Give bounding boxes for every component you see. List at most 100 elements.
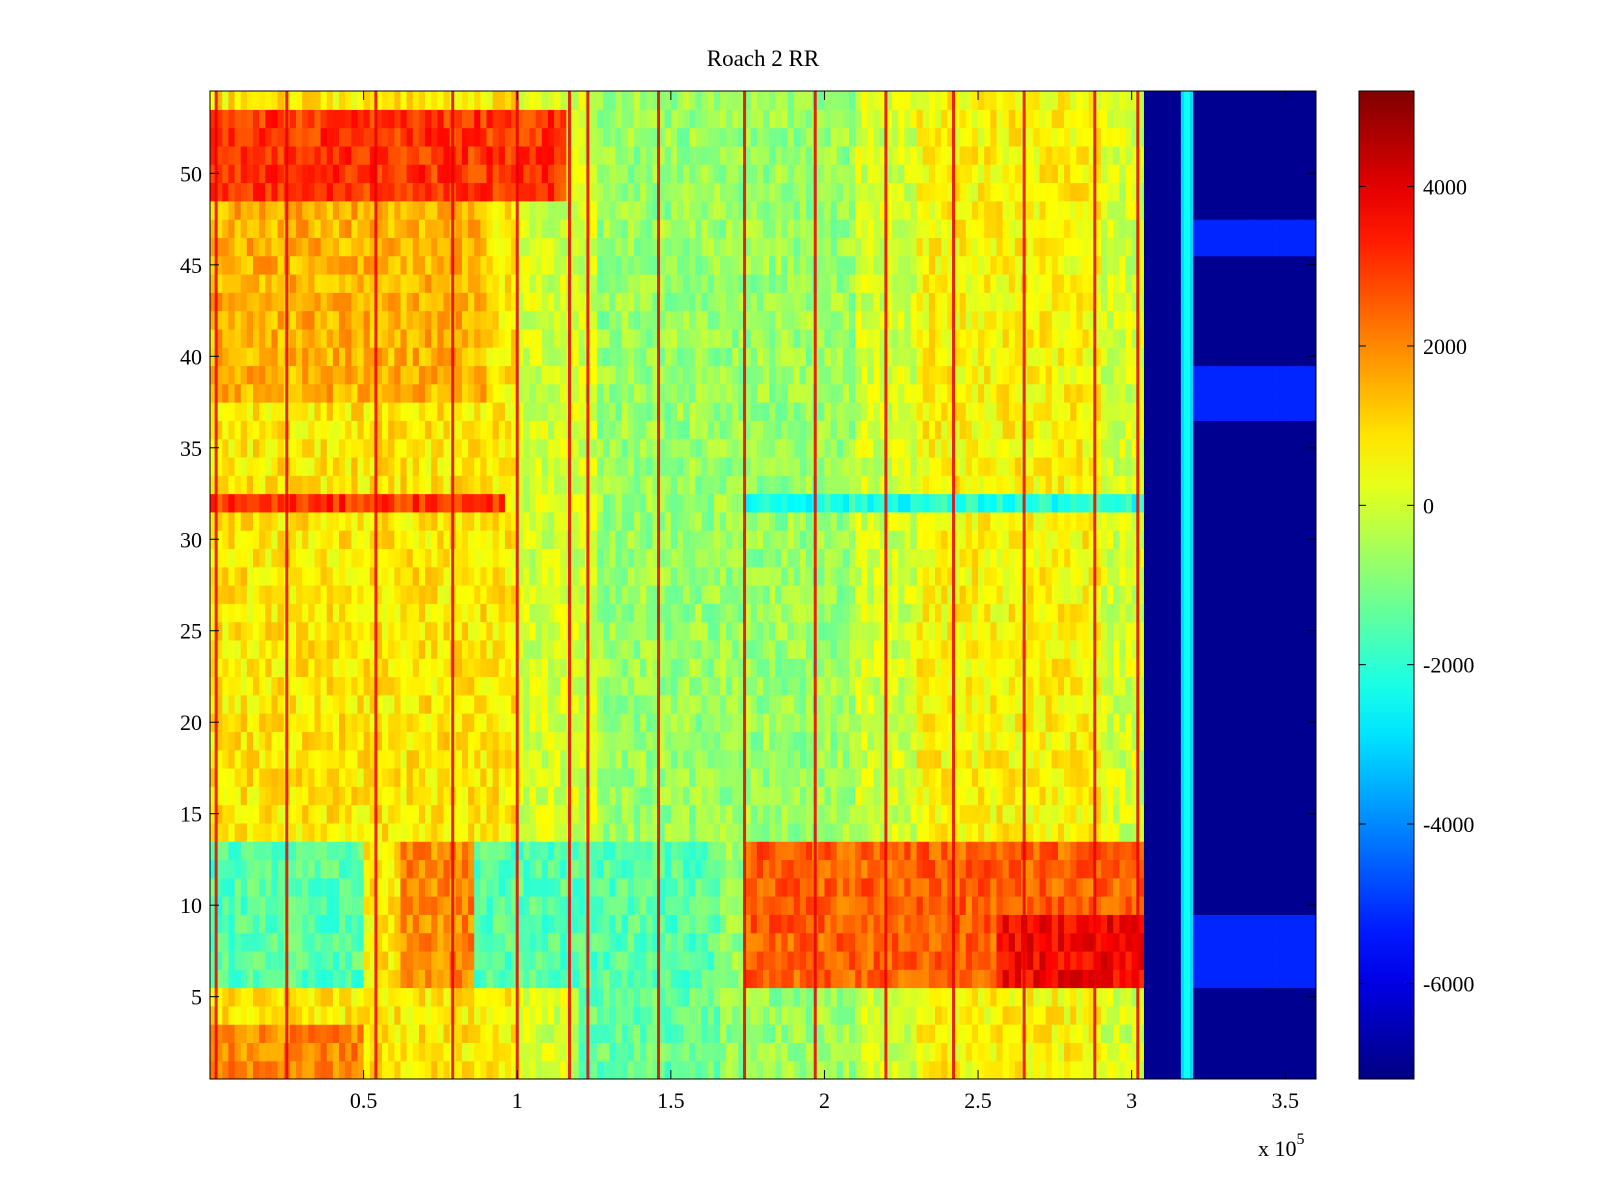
heatmap-cell [830, 749, 838, 769]
heatmap-cell [1211, 841, 1219, 861]
heatmap-cell [652, 603, 660, 623]
heatmap-cell [769, 859, 776, 879]
heatmap-cell [818, 1060, 826, 1079]
heatmap-cell [1045, 896, 1053, 915]
heatmap-cell [855, 1024, 862, 1044]
heatmap-cell [1070, 932, 1077, 952]
heatmap-cell [302, 822, 309, 842]
heatmap-cell [418, 822, 426, 842]
heatmap-cell [210, 841, 217, 861]
heatmap-cell [947, 914, 955, 934]
heatmap-cell [695, 804, 703, 824]
heatmap-cell [345, 713, 352, 732]
heatmap-cell [922, 987, 930, 1007]
heatmap-cell [769, 639, 776, 659]
heatmap-cell [1064, 1005, 1071, 1025]
heatmap-cell [1014, 914, 1022, 934]
heatmap-cell [468, 713, 475, 732]
heatmap-cell [670, 639, 678, 659]
heatmap-cell [492, 969, 500, 989]
heatmap-cell [1113, 1024, 1120, 1044]
heatmap-cell [314, 585, 322, 604]
heatmap-cell [744, 658, 752, 678]
heatmap-cell [1027, 1024, 1034, 1044]
heatmap-cell [676, 658, 684, 678]
heatmap-cell [1174, 822, 1182, 842]
heatmap-cell [1254, 639, 1262, 659]
heatmap-cell [461, 896, 469, 915]
heatmap-cell [879, 603, 887, 623]
heatmap-cell [240, 731, 248, 751]
heatmap-cell [1094, 731, 1102, 751]
heatmap-cell [363, 713, 371, 732]
heatmap-cell [621, 621, 629, 641]
heatmap-cell [615, 566, 623, 586]
heatmap-cell [941, 676, 948, 696]
heatmap-cell [750, 896, 758, 915]
heatmap-cell [1285, 676, 1293, 696]
heatmap-cell [658, 1060, 666, 1079]
heatmap-cell [289, 767, 297, 787]
heatmap-cell [633, 1042, 641, 1062]
heatmap-cell [1193, 694, 1200, 714]
heatmap-cell [1076, 859, 1084, 879]
heatmap-cell [289, 566, 297, 586]
heatmap-cell [474, 859, 481, 879]
heatmap-cell [683, 1024, 690, 1044]
heatmap-cell [246, 566, 254, 586]
heatmap-cell [308, 566, 316, 586]
heatmap-cell [676, 877, 684, 897]
heatmap-cell [947, 1060, 955, 1079]
heatmap-cell [1291, 603, 1299, 623]
heatmap-cell [842, 676, 850, 696]
heatmap-cell [1100, 969, 1108, 989]
heatmap-cell [480, 1005, 488, 1025]
heatmap-cell [1057, 841, 1065, 861]
heatmap-cell [492, 877, 500, 897]
heatmap-cell [590, 877, 598, 897]
heatmap-cell [517, 713, 524, 732]
heatmap-cell [1076, 1042, 1084, 1062]
heatmap-cell [455, 658, 463, 678]
heatmap-cell [1186, 713, 1194, 732]
heatmap-cell [1186, 749, 1194, 769]
heatmap-cell [351, 767, 359, 787]
heatmap-cell [732, 859, 740, 879]
heatmap-cell [1254, 804, 1262, 824]
heatmap-cell [320, 822, 328, 842]
heatmap-cell [855, 767, 862, 787]
heatmap-cell [935, 896, 942, 915]
heatmap-cell [670, 621, 678, 641]
heatmap-cell [799, 713, 807, 732]
heatmap-cell [1168, 676, 1176, 696]
heatmap-cell [455, 566, 463, 586]
heatmap-cell [511, 914, 518, 934]
heatmap-cell [314, 786, 322, 806]
heatmap-cell [504, 731, 512, 751]
heatmap-cell [228, 658, 236, 678]
heatmap-cell [935, 621, 942, 641]
heatmap-cell [1039, 603, 1047, 623]
heatmap-cell [572, 767, 580, 787]
heatmap-cell [984, 1060, 991, 1079]
heatmap-cell [609, 639, 617, 659]
heatmap-cell [351, 621, 359, 641]
heatmap-cell [296, 713, 303, 732]
heatmap-cell [523, 1060, 531, 1079]
heatmap-cell [259, 585, 266, 604]
heatmap-cell [320, 585, 328, 604]
heatmap-cell [339, 731, 346, 751]
heatmap-cell [873, 694, 881, 714]
heatmap-cell [216, 713, 223, 732]
heatmap-cell [406, 1005, 414, 1025]
heatmap-cell [793, 859, 801, 879]
heatmap-cell [1143, 950, 1151, 970]
heatmap-cell [1113, 896, 1120, 915]
heatmap-cell [916, 676, 924, 696]
heatmap-cell [498, 841, 506, 861]
heatmap-cell [486, 1024, 494, 1044]
heatmap-cell [793, 639, 801, 659]
heatmap-cell [400, 1042, 408, 1062]
heatmap-cell [633, 621, 641, 641]
heatmap-cell [308, 841, 316, 861]
